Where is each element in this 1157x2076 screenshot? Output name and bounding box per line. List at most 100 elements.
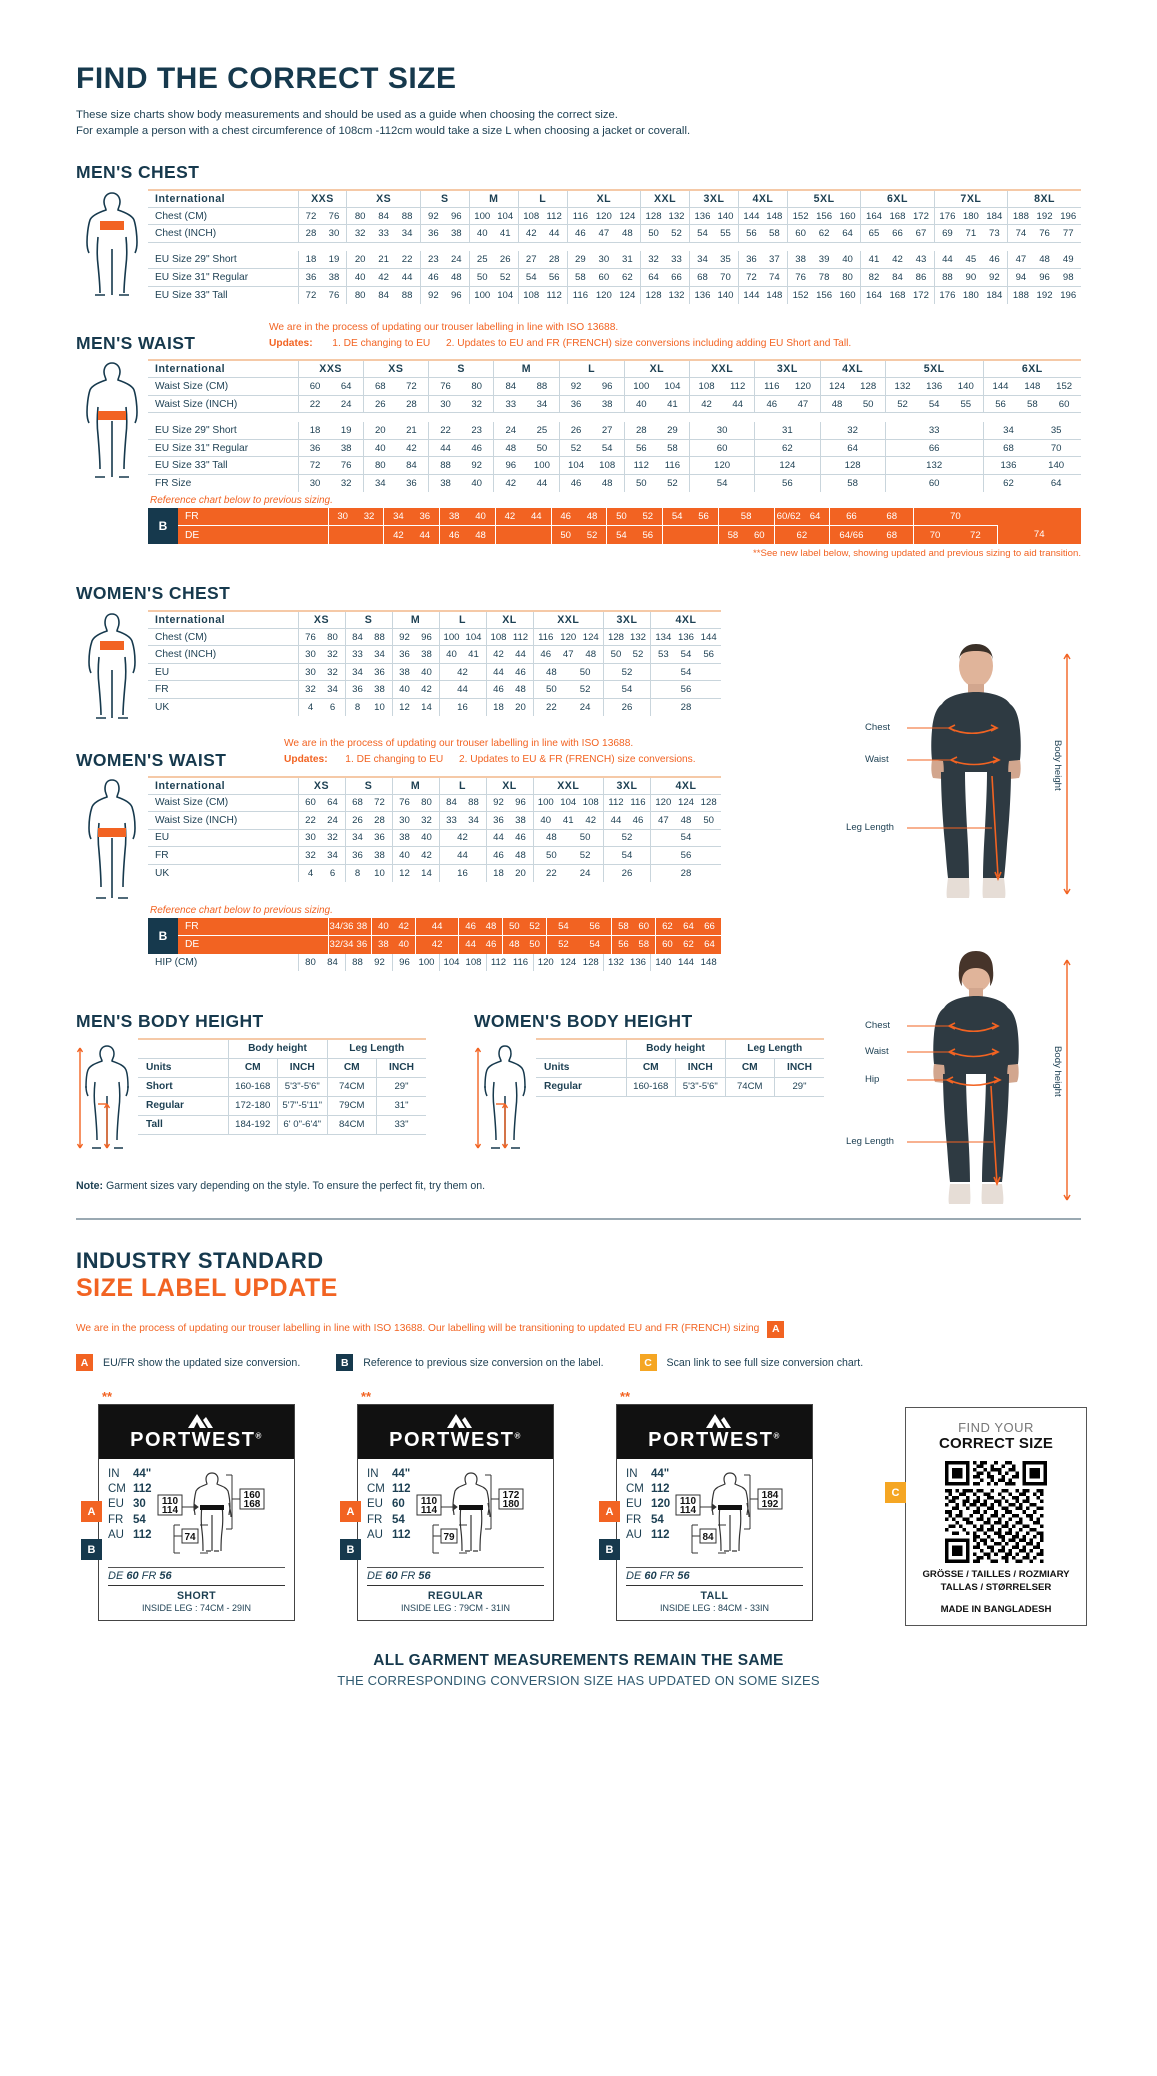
womens-waist-update-1: 1. DE changing to EU [345,754,444,766]
table-cell: 116 120 [754,377,821,396]
table-cell: 94 96 98 [1007,268,1081,287]
table-row: EU Size 29" Short 18 19 20 21 22 23 24 25 26 27 28 2… [148,421,1081,440]
spec-value: 44" [392,1468,411,1480]
table-cell: 36 38 [392,645,440,664]
table-cell: 70 72 [913,525,998,544]
table-cell: 80 84 [298,953,346,971]
table-cell: 120 [689,456,756,475]
band-row: FR 30 32 34 36 38 40 42 44 46 48 50 52 54 56 58 60/62 64 6… [178,507,1081,527]
fig-leg: 79 [443,1532,455,1543]
table-row: Waist Size (INCH) 22 24 26 28 30 32 33 34 36 38 40 4… [148,395,1081,414]
table-row: International XS S M L XL XXL 3XL 4XL [148,609,721,629]
badge-b: B [336,1354,354,1371]
table-cell: 32 33 34 [346,224,421,243]
table-cell: 79CM [327,1096,377,1116]
spec-row-fr: FR 54 [108,1513,152,1528]
table-cell: 76 78 80 [787,268,862,287]
size-header-4xl: 4XL [650,775,721,795]
table-cell: 100 104 [469,207,519,226]
mens-chest-heading: MEN'S CHEST [76,161,200,182]
size-header-4xl: 4XL [738,188,788,208]
table-cell: 38 40 [392,663,440,682]
table-cell: 132 [885,456,984,475]
table-cell: 36 38 [420,224,470,243]
spec-key: EU [108,1498,124,1511]
asterisk-marker: ** [102,1389,113,1404]
female-label-waist: Waist [865,1046,889,1057]
size-header-xl: XL [567,188,642,208]
qr-code[interactable] [914,1461,1078,1563]
table-cell: 160-168 [626,1077,676,1097]
spec-key: AU [108,1528,124,1541]
table-cell [662,525,719,544]
table-cell: 40 41 [439,645,487,664]
female-label-hip: Hip [865,1074,880,1085]
table-cell: 48 50 [493,439,560,458]
label-footer: TALL INSIDE LEG : 84CM - 33IN [626,1585,803,1620]
table-cell: 68 72 [345,794,393,812]
badge-b-card-1: B [81,1539,102,1560]
spec-key: FR [108,1513,124,1526]
fig-height-1: 184 [762,1490,779,1501]
spec-row-au: AU 112 [626,1528,670,1543]
spec-row-au: AU 112 [367,1528,411,1543]
table-cell: 64/66 68 [829,525,914,544]
row-label: EU Size 29" Short [148,251,299,270]
mens-waist-band-table: FR 30 32 34 36 38 40 42 44 46 48 50 52 54 56 58 60/62 64 6… [178,507,1081,544]
female-label-body-height: Body height [1052,1046,1063,1097]
table-cell: 40 41 [624,395,691,414]
table-cell: 30 32 [298,474,364,492]
table-cell: 26 [603,864,651,882]
male-label-waist: Waist [865,754,889,765]
garment-note: Note: Garment sizes vary depending on th… [76,1180,1081,1192]
female-chest-figure [76,610,148,722]
womens-hip-table: HIP (CM) 80 84 88 92 96 100 104 108 112 116 120 124 1… [148,953,721,971]
table-cell: 28 29 [624,421,691,440]
table-cell: 66 68 [829,507,914,527]
hip-row-label: HIP (CM) [148,953,299,971]
table-cell: 80 84 88 [346,286,421,304]
mens-body-height-table: Body height Leg Length Units CM INCH CM INCH Sh… [138,1038,426,1135]
table-cell: 54 56 [518,268,568,287]
table-cell: 50 52 [606,507,663,527]
table-row: Waist Size (INCH) 22 24 26 28 30 32 33 34 36 38 40 4… [148,811,721,830]
row-label: International [148,359,299,379]
table-cell: 54 [603,680,651,699]
empty-cell [536,1038,627,1059]
table-cell: 33 34 [439,811,487,830]
table-cell: 132 136 140 [885,377,984,396]
wbh-tbody: Body height Leg Length Units CM INCH CM INCH Re… [536,1038,824,1097]
table-cell: 62 [754,439,821,458]
badge-a-card-3: A [599,1501,620,1522]
table-cell: 64 [820,439,886,458]
spec-row-fr: FR 54 [367,1513,411,1528]
table-cell: 32/34 36 [328,935,373,954]
label-card: ** PORTWEST® IN 44" CM 112 EU 120 FR 54 AU 112 110 11… [599,1389,813,1621]
de-value: 60 [644,1570,657,1582]
table-cell [328,525,385,544]
table-cell: 46 48 [439,525,496,544]
group-header: Leg Length [725,1038,824,1059]
table-cell: 42 [439,663,487,682]
table-cell: 5'7"-5'11" [277,1096,328,1116]
female-height-figure [474,1038,536,1154]
asterisk-marker: ** [361,1389,372,1404]
qr-card: C FIND YOUR CORRECT SIZE [885,1407,1087,1626]
table-cell: 40 41 [469,224,519,243]
table-cell: 16 [439,864,487,882]
fig-height-1: 160 [243,1490,260,1501]
row-label: EU [148,663,299,682]
table-cell: 134 136 144 [650,628,721,647]
sub-header: INCH [277,1058,328,1078]
row-label: Chest (INCH) [148,645,299,664]
sub-header: Units [536,1058,627,1078]
table-cell: 136 140 [689,286,739,304]
womens-chest-tbody: International XS S M L XL XXL 3XL 4XL Chest (CM) 7… [148,609,721,716]
intro-text: These size charts show body measurements… [76,107,1081,140]
mens-chest-block: International XXS XS S M L XL XXL 3XL 4XL 5XL 6XL 7X… [76,188,1081,304]
table-cell: 40 42 [363,439,430,458]
table-cell: 54 [603,846,651,865]
key-item-b: B Reference to previous size conversion … [336,1354,604,1371]
qr-line-2: CORRECT SIZE [938,1435,1054,1452]
table-cell: 40 42 [392,846,440,865]
